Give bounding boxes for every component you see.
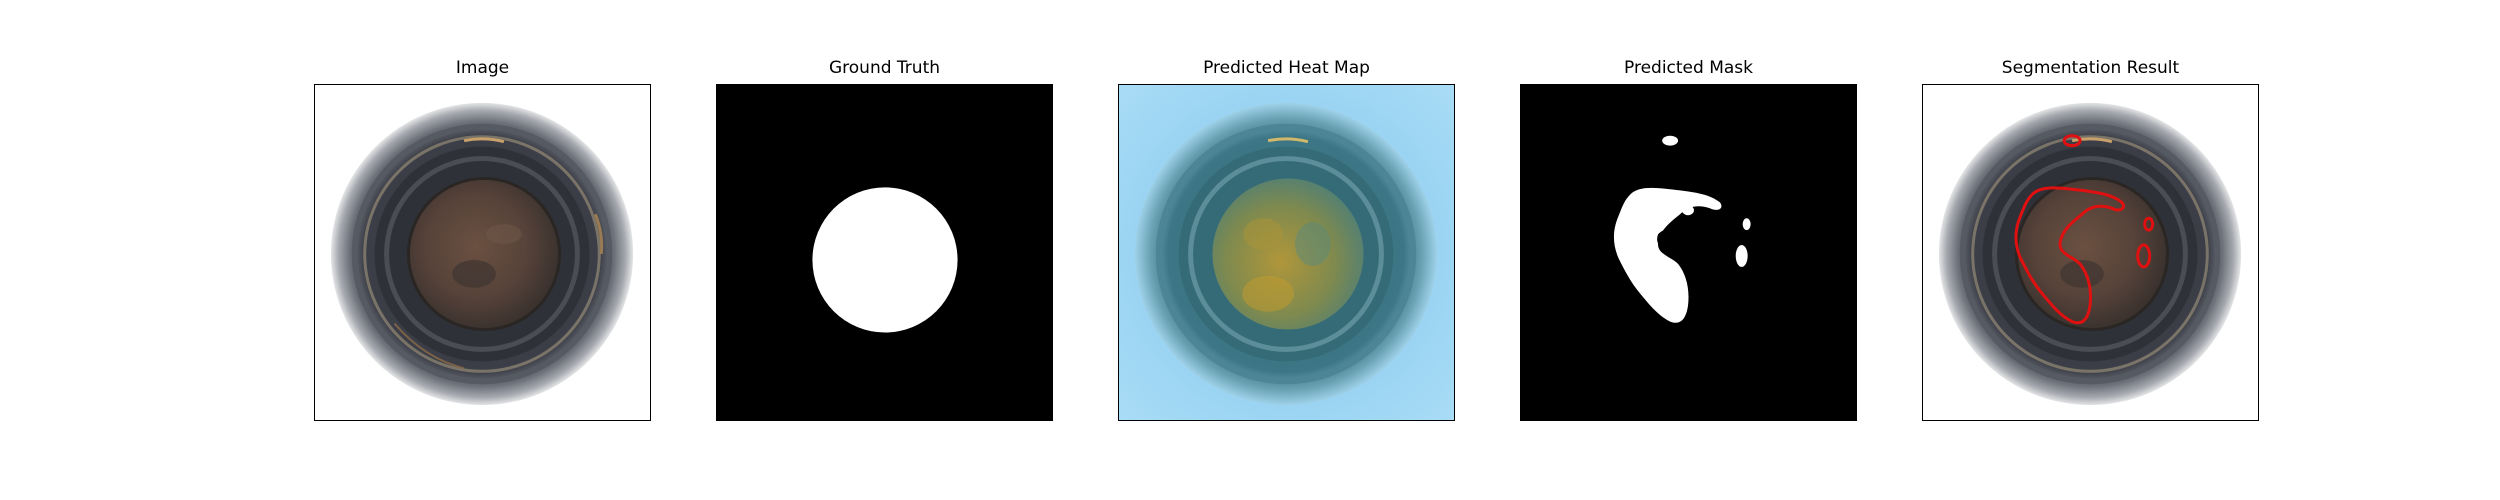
mask-blob-right-1 <box>1742 218 1751 231</box>
panel-title-image: Image <box>455 58 510 78</box>
panel-image <box>314 84 651 421</box>
contour-main <box>2014 186 2125 325</box>
panel-title-mask: Predicted Mask <box>1624 58 1753 78</box>
contour-top <box>2062 134 2082 148</box>
heatmap-overlay <box>1119 85 1454 420</box>
contour-right-2 <box>2136 243 2152 269</box>
panel-title-segmentation: Segmentation Result <box>2001 58 2180 78</box>
panel-title-heatmap: Predicted Heat Map <box>1203 58 1370 78</box>
panel-segmentation <box>1922 84 2259 421</box>
mask-frame <box>1520 84 1857 421</box>
image-frame <box>314 84 651 421</box>
segmentation-overlay <box>1923 85 2258 420</box>
mask-blob-top <box>1662 135 1679 146</box>
panel-mask <box>1520 84 1857 421</box>
bottle-image <box>315 85 650 420</box>
predicted-mask <box>1521 85 1856 420</box>
mask-blob-right-2 <box>1735 245 1748 267</box>
ground-truth-region <box>812 187 958 333</box>
heatmap-frame <box>1118 84 1455 421</box>
mask-blob-right-3 <box>1682 205 1694 216</box>
panel-heatmap <box>1118 84 1455 421</box>
mask-blob-main <box>1613 187 1722 323</box>
panel-title-ground-truth: Ground Truth <box>828 58 941 78</box>
ground-truth-frame <box>716 84 1053 421</box>
panel-ground-truth <box>716 84 1053 421</box>
segmentation-contours <box>2014 134 2155 325</box>
contour-right-1 <box>2143 216 2155 232</box>
segmentation-frame <box>1922 84 2259 421</box>
ground-truth-mask <box>717 85 1052 420</box>
